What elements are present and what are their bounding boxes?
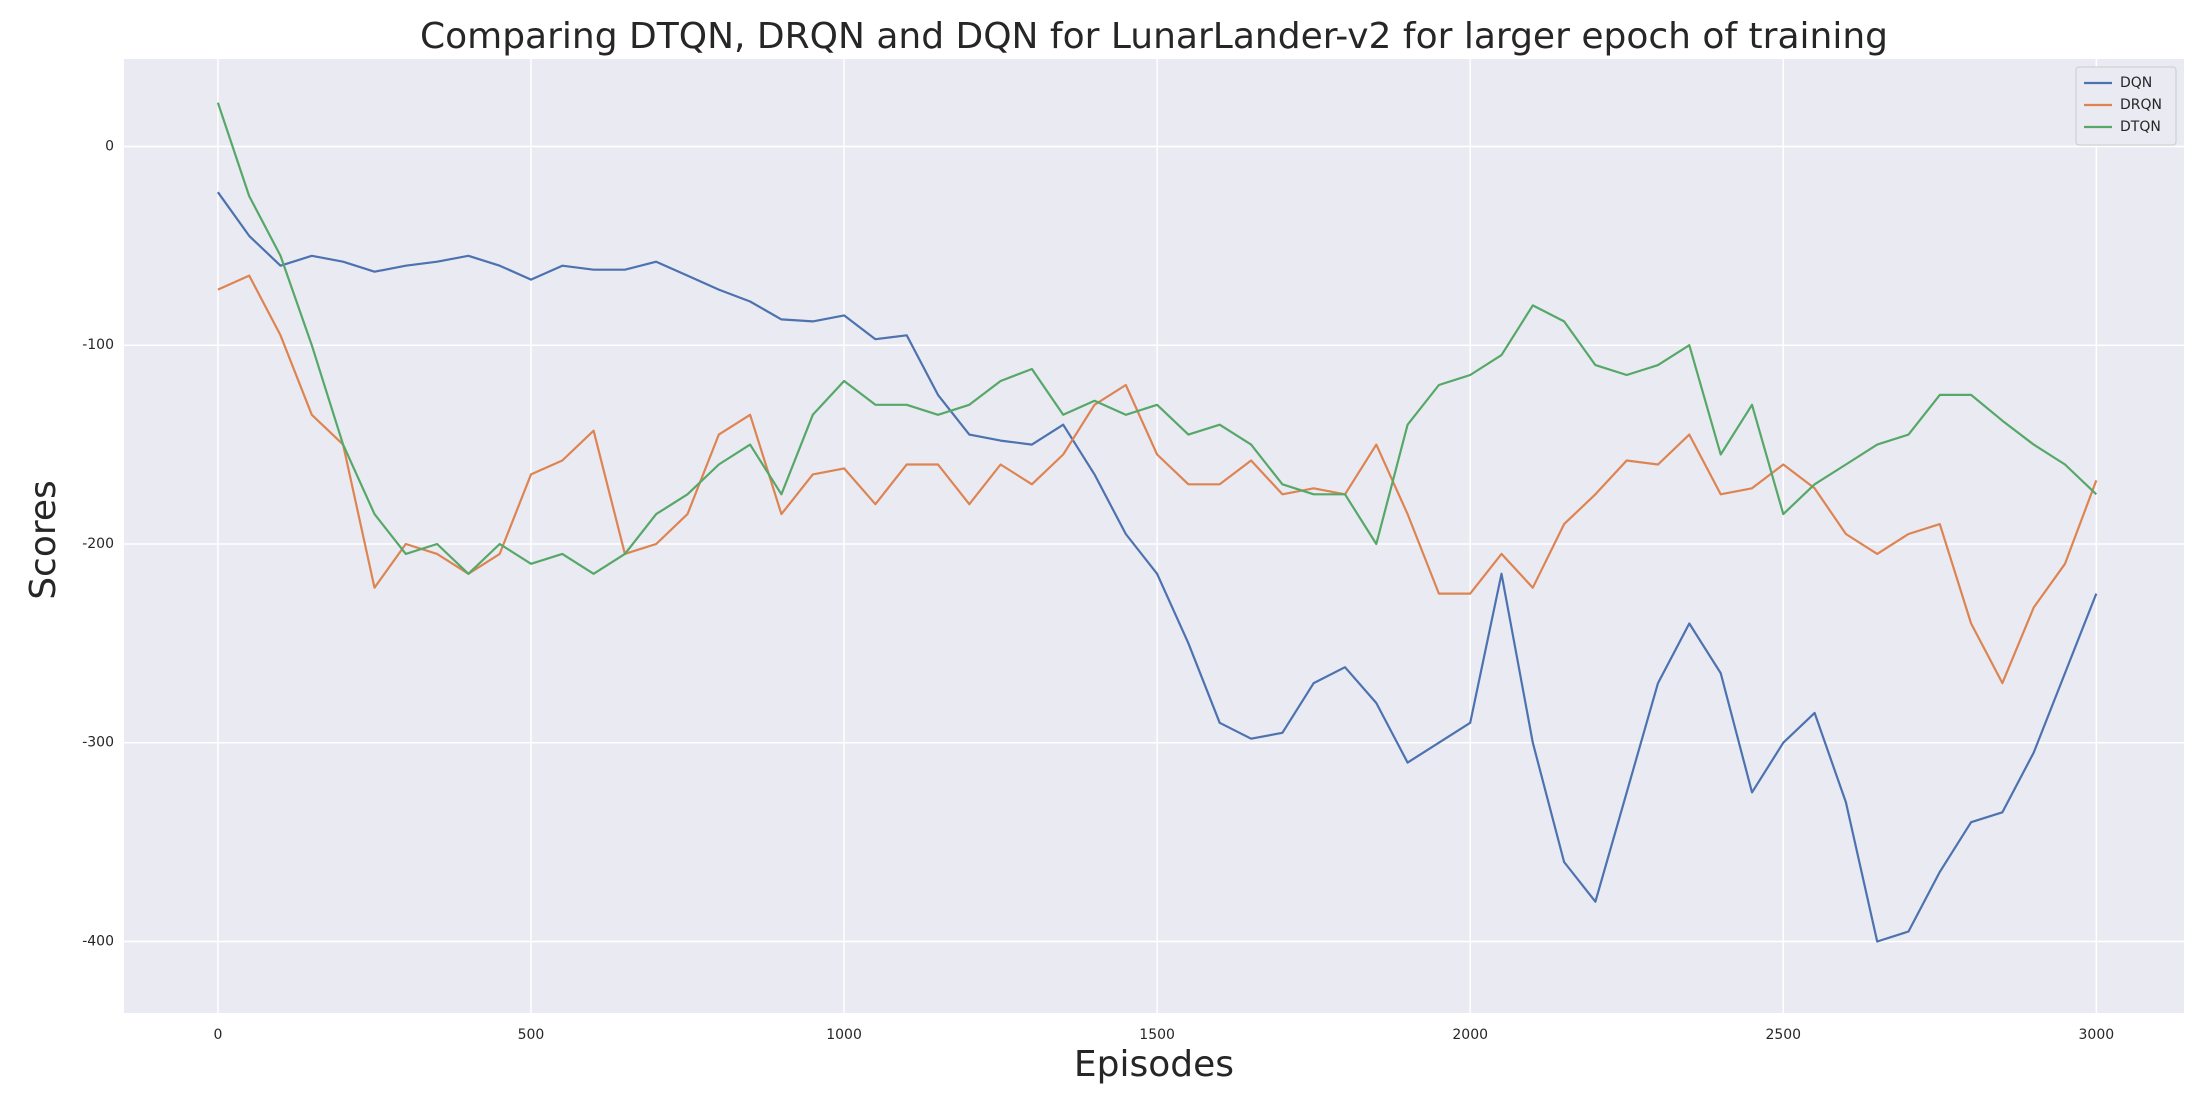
y-tick-label: -100: [82, 337, 114, 353]
y-axis-label: Scores: [23, 480, 64, 600]
x-axis-label: Episodes: [1074, 1044, 1234, 1085]
series-line: [216, 102, 2098, 575]
y-tick-label: 0: [105, 138, 114, 154]
legend-label: DRQN: [2120, 97, 2162, 113]
x-tick-label: 0: [213, 1027, 222, 1043]
legend-label: DTQN: [2120, 119, 2161, 135]
x-tick-label: 500: [518, 1027, 545, 1043]
y-tick-label: -300: [82, 735, 114, 751]
series-line: [217, 191, 2098, 943]
legend-box: [2075, 66, 2177, 146]
x-tick-label: 2500: [1765, 1027, 1801, 1043]
chart-title: Comparing DTQN, DRQN and DQN for LunarLa…: [420, 16, 1888, 57]
series-line: [217, 274, 2098, 685]
x-tick-label: 1000: [826, 1027, 862, 1043]
y-tick-label: -400: [82, 933, 114, 949]
x-tick-label: 3000: [2079, 1027, 2115, 1043]
y-tick-label: -200: [82, 536, 114, 552]
x-tick-label: 1500: [1139, 1027, 1175, 1043]
x-tick-label: 2000: [1452, 1027, 1488, 1043]
legend-label: DQN: [2120, 75, 2152, 91]
plot-area: [124, 59, 2184, 1013]
